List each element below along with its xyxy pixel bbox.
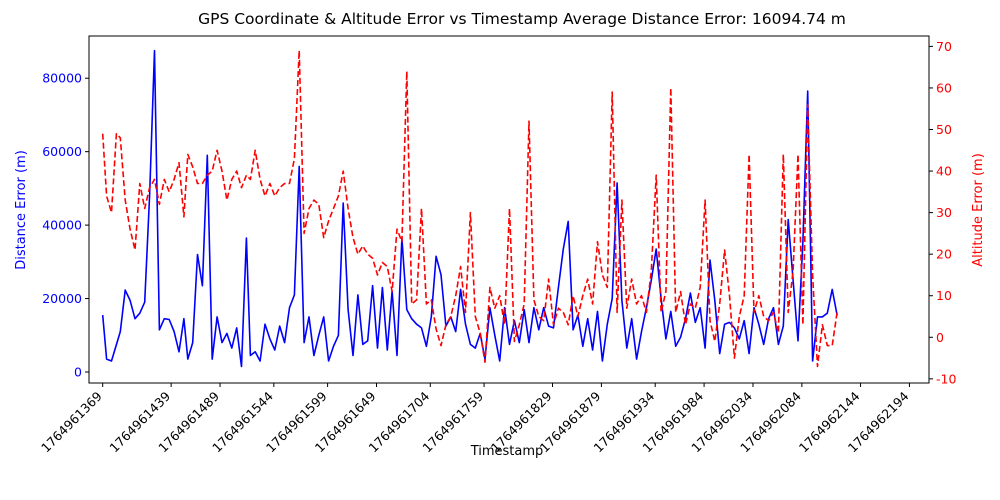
distance-error-line — [101, 49, 838, 368]
left-tick-label: 80000 — [42, 71, 82, 86]
right-tick-label: 30 — [936, 205, 952, 220]
altitude-error-line — [101, 49, 838, 368]
right-tick-label: 40 — [936, 164, 952, 179]
left-tick-label: 60000 — [42, 144, 82, 159]
series-layer — [101, 49, 838, 368]
plot-area-frame — [88, 35, 930, 384]
right-tick-label: 0 — [936, 330, 944, 345]
right-axis-title: Altitude Error (m) — [971, 153, 986, 267]
left-axis-title: Distance Error (m) — [14, 150, 29, 270]
left-tick-label: 40000 — [42, 218, 82, 233]
left-tick-label: 0 — [74, 364, 82, 379]
left-tick-label: 20000 — [42, 291, 82, 306]
right-tick-label: 10 — [936, 288, 952, 303]
right-tick-label: -10 — [936, 371, 956, 386]
right-tick-label: 50 — [936, 122, 952, 137]
right-tick-label: 60 — [936, 80, 952, 95]
right-axis: -10 0 10 20 30 40 50 60 70 — [929, 39, 956, 386]
x-axis-title: Timestamp — [470, 444, 544, 459]
left-axis: 0 20000 40000 60000 80000 — [42, 71, 89, 379]
right-tick-label: 20 — [936, 247, 952, 262]
chart-title: GPS Coordinate & Altitude Error vs Times… — [198, 10, 846, 28]
right-tick-label: 70 — [936, 39, 952, 54]
